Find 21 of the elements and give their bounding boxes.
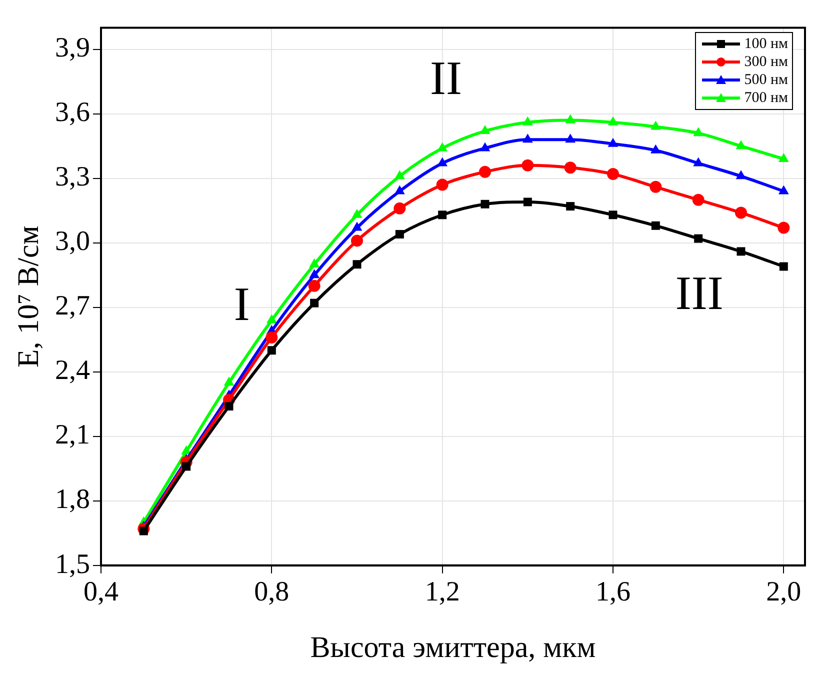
legend-label: 700 нм: [744, 88, 788, 107]
y-tick-label: 2,1: [55, 420, 90, 451]
legend-label: 500 нм: [744, 70, 788, 89]
y-tick-label: 3,9: [55, 32, 90, 64]
x-tick-label: 2,0: [766, 576, 802, 608]
annotation: III: [675, 267, 724, 320]
x-axis-title: Высота эмиттера, мкм: [310, 630, 596, 664]
legend-label: 300 нм: [744, 52, 788, 71]
legend-label: 100 нм: [744, 34, 788, 53]
y-tick-label: 3,3: [55, 162, 90, 193]
y-tick-label: 2,7: [55, 290, 90, 322]
x-tick-label: 1,2: [424, 576, 460, 608]
annotation: I: [234, 278, 250, 331]
y-tick-label: 3,6: [55, 97, 90, 128]
x-tick-label: 0,8: [254, 576, 290, 608]
x-tick-label: 1,6: [596, 576, 630, 608]
y-tick-label: 3,0: [55, 226, 90, 258]
annotation: II: [430, 52, 462, 106]
y-tick-label: 1,8: [55, 484, 90, 516]
y-tick-label: 2,4: [55, 355, 90, 386]
y-axis-title: E, 10⁷ В/см: [12, 226, 45, 368]
